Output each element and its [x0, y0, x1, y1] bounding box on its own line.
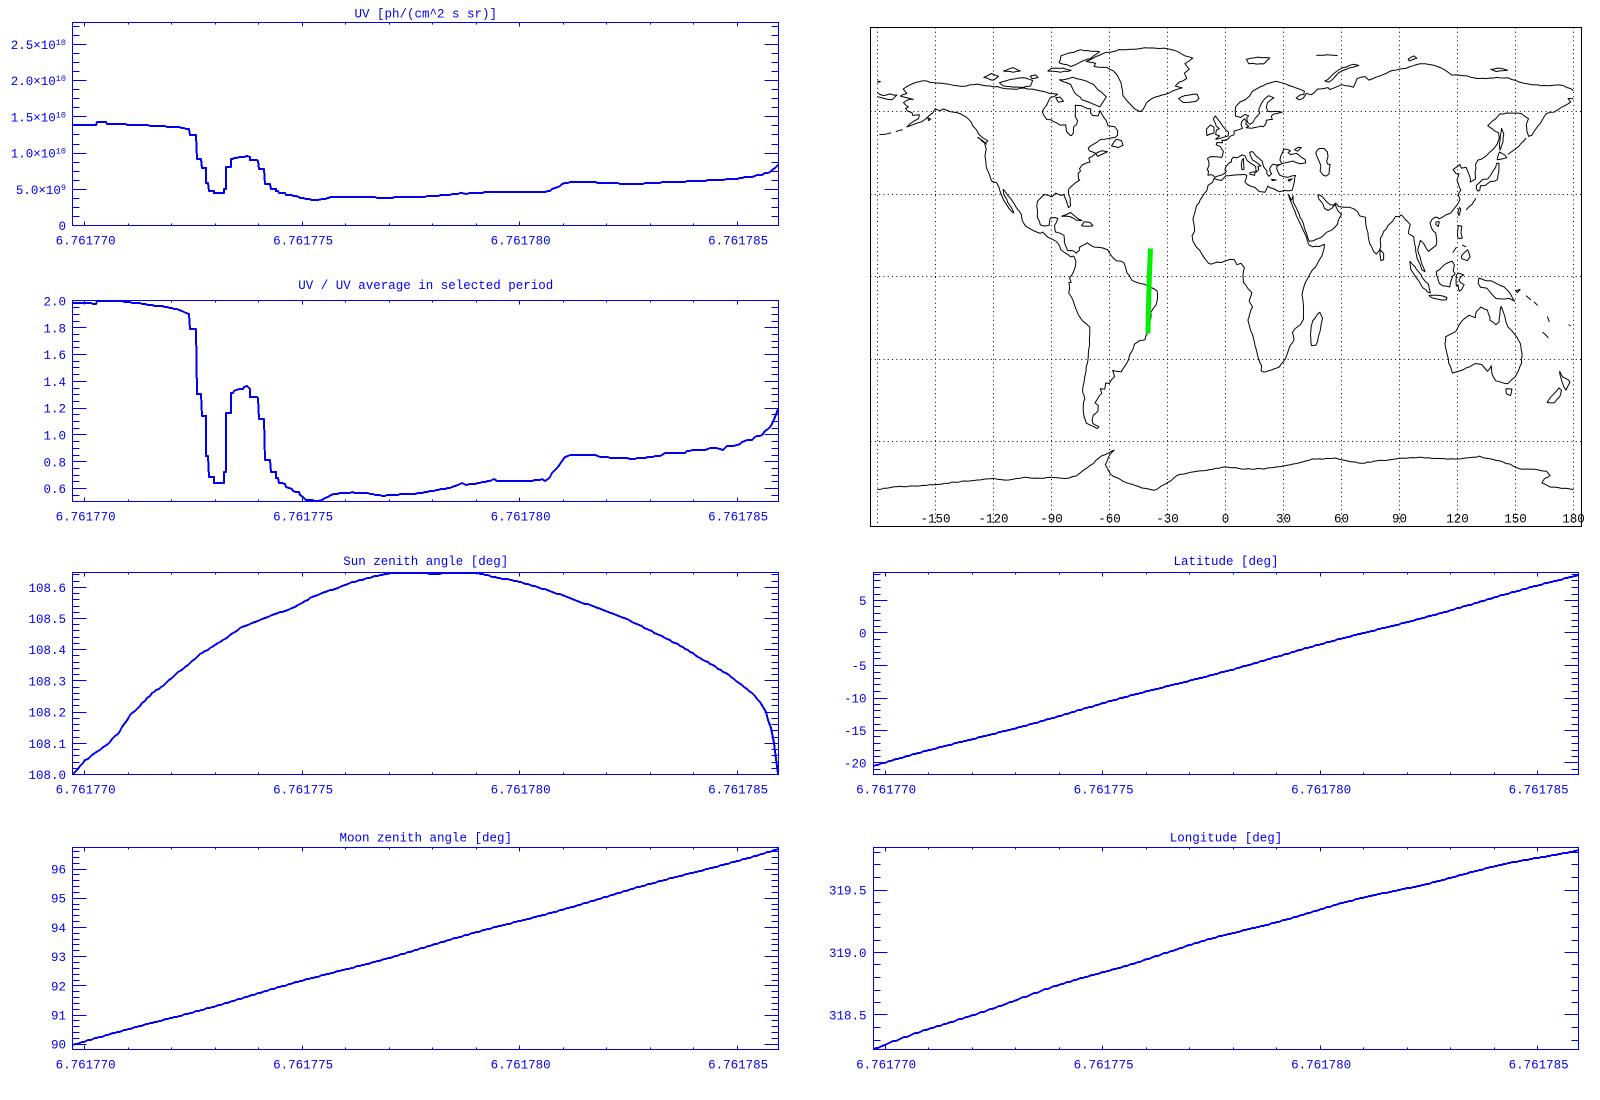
- svg-text:6.761780: 6.761780: [1291, 784, 1351, 798]
- svg-text:1.2: 1.2: [43, 403, 66, 417]
- svg-text:6.761785: 6.761785: [708, 511, 768, 525]
- svg-text:6.761780: 6.761780: [491, 511, 551, 525]
- svg-text:6.761785: 6.761785: [708, 784, 768, 798]
- svg-text:180: 180: [1562, 513, 1585, 527]
- svg-text:UV [ph/(cm^2 s sr)]: UV [ph/(cm^2 s sr)]: [355, 8, 498, 22]
- svg-text:6.761785: 6.761785: [1509, 1059, 1569, 1073]
- svg-text:30: 30: [1276, 513, 1291, 527]
- svg-text:1.6: 1.6: [43, 349, 66, 363]
- svg-text:94: 94: [51, 922, 66, 936]
- svg-text:108.4: 108.4: [28, 644, 66, 658]
- svg-text:108.1: 108.1: [28, 738, 66, 752]
- svg-text:93: 93: [51, 951, 66, 965]
- svg-text:6.761775: 6.761775: [273, 511, 333, 525]
- svg-text:-150: -150: [920, 513, 950, 527]
- svg-text:5: 5: [859, 595, 867, 609]
- svg-text:2.0: 2.0: [43, 296, 66, 310]
- svg-text:108.0: 108.0: [28, 769, 66, 783]
- svg-text:6.761770: 6.761770: [56, 235, 116, 249]
- svg-text:6.761780: 6.761780: [491, 784, 551, 798]
- svg-text:60: 60: [1334, 513, 1349, 527]
- svg-text:0.6: 0.6: [43, 483, 66, 497]
- svg-text:0.8: 0.8: [43, 456, 66, 470]
- svg-text:120: 120: [1446, 513, 1469, 527]
- svg-text:0: 0: [58, 220, 66, 234]
- svg-text:UV / UV average in selected pe: UV / UV average in selected period: [298, 279, 553, 293]
- svg-text:6.761770: 6.761770: [56, 511, 116, 525]
- svg-text:1.8: 1.8: [43, 322, 66, 336]
- svg-text:0: 0: [859, 628, 867, 642]
- svg-text:6.761775: 6.761775: [273, 1059, 333, 1073]
- svg-text:Longitude [deg]: Longitude [deg]: [1170, 832, 1283, 846]
- svg-text:1.0×1010: 1.0×1010: [11, 147, 66, 162]
- svg-text:108.5: 108.5: [28, 613, 66, 627]
- svg-text:91: 91: [51, 1010, 66, 1024]
- svg-text:6.761770: 6.761770: [56, 784, 116, 798]
- svg-text:-30: -30: [1156, 513, 1179, 527]
- svg-text:-120: -120: [978, 513, 1008, 527]
- svg-text:108.3: 108.3: [28, 675, 66, 689]
- svg-text:2.5×1010: 2.5×1010: [11, 38, 66, 53]
- svg-text:Latitude [deg]: Latitude [deg]: [1173, 555, 1278, 569]
- svg-text:-10: -10: [844, 693, 867, 707]
- svg-text:6.761780: 6.761780: [491, 1059, 551, 1073]
- svg-text:Moon zenith angle [deg]: Moon zenith angle [deg]: [340, 832, 513, 846]
- svg-text:108.2: 108.2: [28, 707, 66, 721]
- svg-text:Sun zenith angle [deg]: Sun zenith angle [deg]: [343, 555, 508, 569]
- svg-text:1.0: 1.0: [43, 430, 66, 444]
- svg-text:92: 92: [51, 980, 66, 994]
- svg-text:319.0: 319.0: [829, 947, 867, 961]
- svg-text:6.761780: 6.761780: [491, 235, 551, 249]
- svg-text:1.4: 1.4: [43, 376, 66, 390]
- svg-text:-60: -60: [1098, 513, 1121, 527]
- svg-text:0: 0: [1222, 513, 1230, 527]
- svg-text:6.761770: 6.761770: [856, 1059, 916, 1073]
- svg-text:6.761785: 6.761785: [708, 1059, 768, 1073]
- svg-text:150: 150: [1504, 513, 1527, 527]
- svg-text:6.761775: 6.761775: [1074, 784, 1134, 798]
- svg-text:6.761780: 6.761780: [1291, 1059, 1351, 1073]
- svg-text:6.761770: 6.761770: [856, 784, 916, 798]
- svg-text:6.761775: 6.761775: [273, 235, 333, 249]
- svg-text:-20: -20: [844, 758, 867, 772]
- svg-text:-90: -90: [1040, 513, 1063, 527]
- svg-text:95: 95: [51, 893, 66, 907]
- svg-text:6.761785: 6.761785: [708, 235, 768, 249]
- svg-text:90: 90: [1392, 513, 1407, 527]
- svg-text:-5: -5: [851, 660, 866, 674]
- svg-text:1.5×1010: 1.5×1010: [11, 110, 66, 125]
- svg-text:6.761775: 6.761775: [1074, 1059, 1134, 1073]
- svg-text:6.761770: 6.761770: [56, 1059, 116, 1073]
- svg-text:318.5: 318.5: [829, 1010, 867, 1024]
- svg-text:90: 90: [51, 1039, 66, 1053]
- svg-text:108.6: 108.6: [28, 582, 66, 596]
- svg-text:96: 96: [51, 864, 66, 878]
- svg-text:6.761785: 6.761785: [1509, 784, 1569, 798]
- svg-text:319.5: 319.5: [829, 885, 867, 899]
- svg-text:-15: -15: [844, 725, 867, 739]
- svg-text:5.0×109: 5.0×109: [16, 183, 66, 198]
- svg-text:2.0×1010: 2.0×1010: [11, 74, 66, 89]
- svg-text:6.761775: 6.761775: [273, 784, 333, 798]
